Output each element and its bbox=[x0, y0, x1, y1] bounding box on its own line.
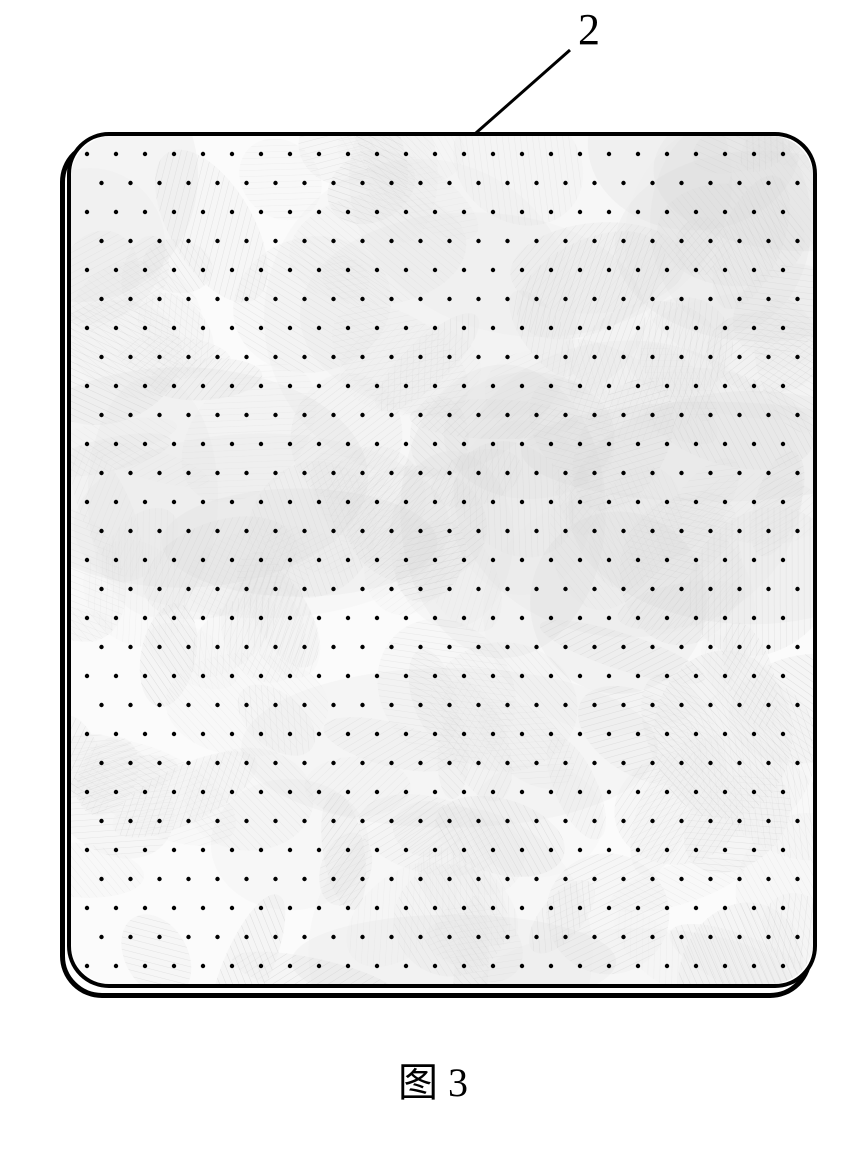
panel-dot-grid bbox=[71, 136, 813, 984]
panel-inner-clip bbox=[71, 136, 813, 984]
callout-leader-segment bbox=[468, 50, 570, 140]
page: 2 图 3 bbox=[0, 0, 866, 1154]
figure-caption: 图 3 bbox=[0, 1050, 866, 1108]
panel-inner-rect bbox=[67, 132, 817, 988]
